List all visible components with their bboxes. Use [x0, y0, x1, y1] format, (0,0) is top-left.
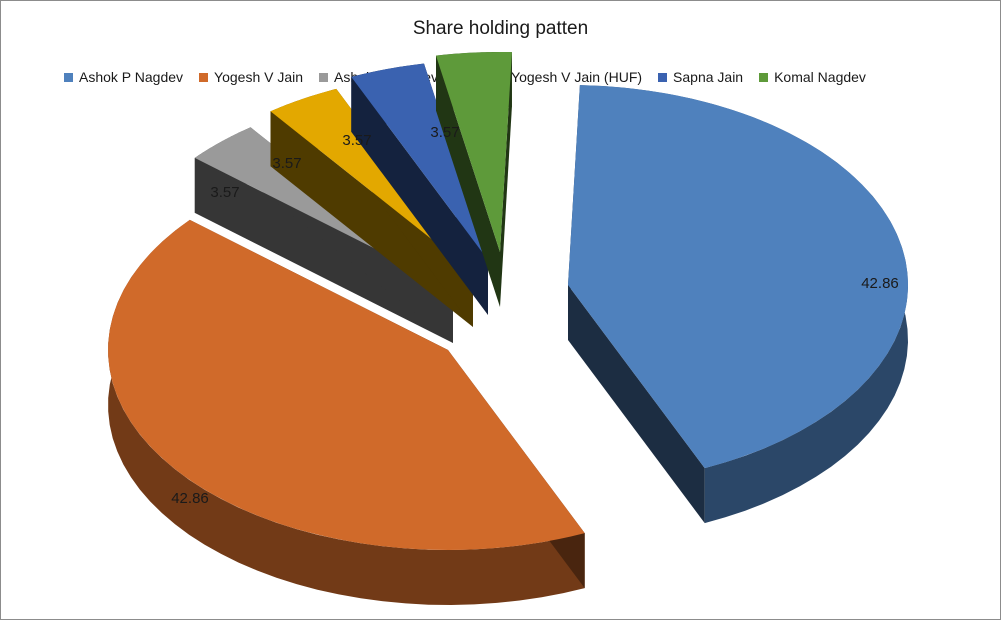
- legend-swatch-ashok: [64, 72, 73, 82]
- pie-slice-cut-0-1: [568, 285, 705, 524]
- legend-label-sapna: Sapna Jain: [673, 69, 744, 85]
- legend-label-ashok: Ashok P Nagdev: [79, 69, 184, 85]
- chart-title: Share holding patten: [412, 18, 589, 39]
- pie-slice-5: [436, 51, 512, 307]
- pie-slice-1: [108, 219, 585, 605]
- pie-slice-0: [568, 85, 908, 524]
- pie-slice-cut-2-0: [194, 157, 454, 343]
- pie-slice-cut-3-0: [270, 111, 473, 327]
- legend-item-komal: Komal Nagdev: [759, 69, 866, 85]
- legend-swatch-yogesh: [199, 72, 209, 82]
- pie-slice-top-0: [568, 85, 908, 469]
- legend-item-sapna: Sapna Jain: [658, 69, 743, 85]
- data-label-0: 42.86: [861, 275, 899, 292]
- legend-swatch-sapna: [658, 72, 668, 82]
- legend-swatch-ashok-huf: [319, 72, 329, 82]
- pie-slice-cut-4-0: [351, 76, 488, 316]
- legend-label-komal: Komal Nagdev: [774, 69, 866, 85]
- data-label-3: 3.57: [272, 155, 301, 172]
- data-label-2: 3.57: [210, 184, 239, 201]
- data-label-5: 3.57: [430, 124, 459, 141]
- legend-item-yogesh: Yogesh V Jain: [199, 69, 303, 85]
- legend-item-ashok: Ashok P Nagdev: [64, 69, 183, 85]
- pie-slice-side-1: [108, 219, 585, 605]
- legend-label-yogesh-huf: Yogesh V Jain (HUF): [511, 69, 643, 85]
- data-label-4: 3.57: [342, 132, 371, 149]
- pie-slice-top-1: [108, 219, 585, 550]
- pie-slice-cut-5-0: [436, 55, 500, 307]
- data-label-1: 42.86: [171, 490, 209, 507]
- pie-slice-top-5: [436, 51, 512, 253]
- pie-slice-4: [351, 63, 488, 316]
- pie-slice-top-4: [351, 63, 488, 260]
- legend-label-yogesh: Yogesh V Jain: [214, 69, 304, 85]
- legend-swatch-komal: [759, 72, 769, 82]
- pie-slice-cut-5-1: [500, 52, 512, 307]
